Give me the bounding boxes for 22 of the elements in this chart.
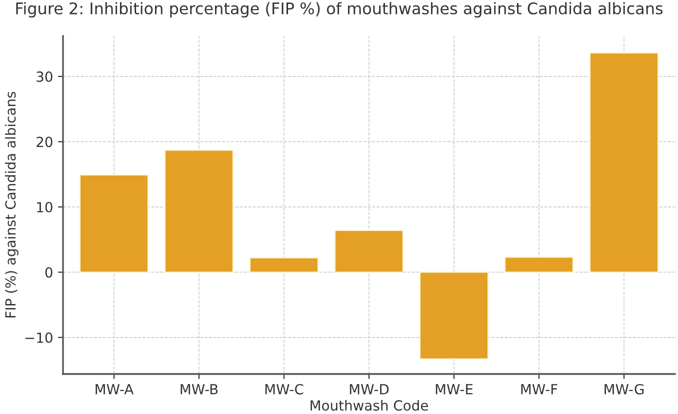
bar [419,272,489,360]
x-tick-label: MW-A [96,384,134,394]
y-axis-title: FIP (%) against Candida albicans [4,92,18,318]
x-tick-label: MW-F [521,384,558,394]
bar [589,52,659,273]
x-tick-label: MW-B [180,384,218,394]
x-tick-label: MW-E [436,384,473,394]
y-tick-label: −10 [25,332,52,343]
bar [249,257,319,273]
bar [504,256,574,273]
y-tick-label: 20 [36,136,52,148]
y-tick-label: 0 [45,267,52,278]
x-tick-label: MW-D [350,384,389,394]
x-axis-title: Mouthwash Code [310,400,428,411]
y-tick-label: 10 [37,202,52,212]
bar [79,174,149,273]
bar [334,230,404,273]
y-tick-label: 30 [36,71,52,82]
x-tick-label: MW-G [604,384,644,394]
x-tick-label: MW-C [265,384,304,394]
chart-title: Figure 2: Inhibition percentage (FIP %) of mouthwashes against Candida albicans [16,2,663,18]
bar [164,150,234,273]
